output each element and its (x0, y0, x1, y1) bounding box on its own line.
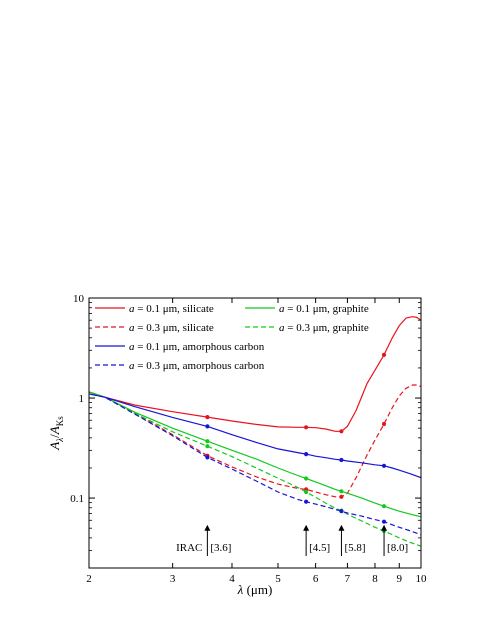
x-tick-label-7: 9 (397, 573, 403, 585)
series-line-2 (89, 391, 421, 518)
y-axis-denominator: A (47, 426, 62, 435)
legend-label-text-3: = 0.3 μm, graphite (285, 322, 369, 334)
series-line-4 (89, 393, 421, 479)
data-point-s1-19 (381, 421, 387, 427)
legend-label-4: a = 0.1 μm, amorphous carbon (129, 341, 265, 353)
data-point-s4-14 (339, 457, 344, 463)
data-point-s3-5 (205, 444, 210, 449)
data-point-s0-10 (304, 425, 309, 430)
series-line-1 (89, 384, 421, 498)
x-axis-unit: (μm) (243, 582, 272, 597)
data-point-s5-5 (205, 455, 210, 460)
band-label-3: [8.0] (387, 542, 408, 554)
legend-label-symbol-4: a (129, 341, 135, 353)
data-point-s3-10 (304, 489, 309, 495)
x-tick-label-1: 3 (170, 573, 176, 585)
data-point-s1-14 (339, 494, 344, 499)
data-point-s0-19 (381, 352, 387, 357)
x-tick-label-4: 6 (313, 573, 319, 585)
data-point-s5-18 (381, 519, 387, 524)
legend-label-1: a = 0.1 μm, graphite (279, 303, 369, 315)
data-point-s4-5 (205, 424, 210, 429)
irac-label: IRAC (176, 542, 202, 554)
legend-label-text-0: = 0.1 μm, silicate (135, 303, 214, 315)
y-axis-numerator-sub: λ (55, 438, 65, 443)
data-point-s5-14 (339, 509, 344, 514)
y-tick-label-1: 1 (79, 393, 85, 405)
series-line-3 (89, 391, 421, 547)
data-point-s2-5 (205, 439, 210, 444)
y-tick-label-2: 10 (73, 293, 85, 305)
band-label-1: [4.5] (309, 542, 330, 554)
legend-label-symbol-5: a (129, 360, 135, 372)
x-tick-label-5: 7 (345, 573, 351, 585)
x-axis-label: λ (μm) (237, 582, 273, 597)
legend-label-symbol-0: a (129, 303, 135, 315)
data-point-s0-14 (339, 429, 344, 434)
legend-label-text-5: = 0.3 μm, amorphous carbon (135, 360, 265, 372)
legend-label-symbol-2: a (129, 322, 135, 334)
irac-annotations: IRAC [3.6] [4.5] [5.8] [8.0] (176, 524, 408, 556)
x-tick-label-0: 2 (86, 573, 92, 585)
x-tick-label-2: 4 (229, 573, 235, 585)
series-line-0 (89, 316, 421, 432)
band-label-2: [5.8] (344, 542, 365, 554)
legend-label-symbol-3: a (279, 322, 285, 334)
x-tick-label-8: 10 (416, 573, 428, 585)
series-line-5 (89, 393, 421, 536)
legend-label-5: a = 0.3 μm, amorphous carbon (129, 360, 265, 372)
y-tick-label-0: 0.1 (70, 493, 84, 505)
legend-label-text-4: = 0.1 μm, amorphous carbon (135, 341, 265, 353)
data-point-s2-10 (304, 476, 309, 481)
series-layer (89, 316, 421, 547)
legend: a = 0.1 μm, silicate a = 0.1 μm, graphite… (95, 303, 369, 372)
y-axis-numerator: A (47, 442, 62, 451)
band-markers-layer (205, 352, 387, 534)
legend-label-text-1: = 0.1 μm, graphite (285, 303, 369, 315)
band-label-0: [3.6] (210, 542, 231, 554)
data-point-s2-14 (339, 489, 344, 494)
legend-label-text-2: = 0.3 μm, silicate (135, 322, 214, 334)
data-point-s4-10 (304, 452, 309, 457)
x-tick-label-3: 5 (275, 573, 281, 585)
legend-label-2: a = 0.3 μm, silicate (129, 322, 214, 334)
axes-layer: 2 3 4 5 6 7 8 9 10 0.1 1 10 (70, 293, 427, 585)
data-point-s2-18 (381, 504, 387, 509)
y-axis-slash: / (47, 434, 62, 438)
x-tick-label-6: 8 (372, 573, 378, 585)
x-axis-symbol: λ (237, 582, 244, 597)
legend-label-0: a = 0.1 μm, silicate (129, 303, 214, 315)
y-axis-label: Aλ/AKs (47, 416, 65, 451)
legend-label-symbol-1: a (279, 303, 285, 315)
data-point-s0-5 (205, 415, 210, 420)
data-point-s4-18 (381, 463, 387, 468)
y-axis-denominator-sub: Ks (55, 416, 65, 426)
data-point-s5-10 (304, 499, 309, 504)
legend-label-3: a = 0.3 μm, graphite (279, 322, 369, 334)
plot-frame (88, 297, 422, 569)
